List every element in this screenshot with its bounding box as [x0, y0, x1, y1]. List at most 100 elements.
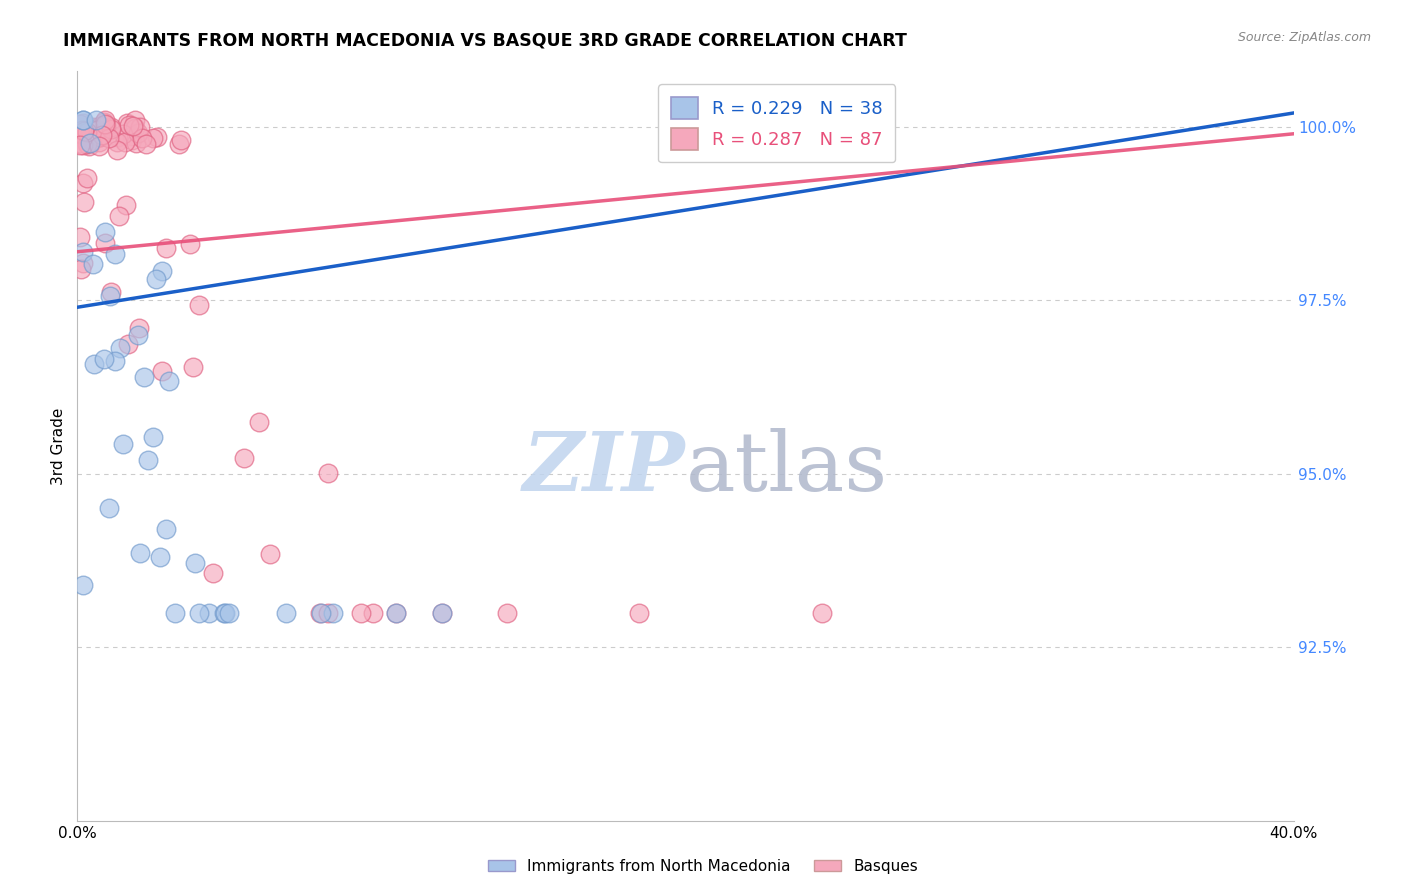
Point	[82, 123, 104, 137]
Point	[90, 128, 112, 143]
Point	[69, 229, 91, 244]
Point	[73, 123, 96, 137]
Point	[145, 272, 167, 286]
Point	[218, 606, 240, 620]
Point	[232, 450, 254, 465]
Point	[811, 606, 834, 620]
Point	[179, 237, 201, 252]
Point	[69, 128, 91, 142]
Point	[100, 120, 122, 134]
Point	[94, 117, 117, 131]
Point	[104, 246, 127, 260]
Point	[627, 606, 650, 620]
Point	[105, 135, 128, 149]
Point	[94, 118, 117, 132]
Point	[76, 125, 98, 139]
Point	[316, 606, 339, 620]
Point	[118, 118, 141, 132]
Point	[322, 606, 344, 620]
Point	[187, 298, 209, 312]
Point	[169, 137, 191, 152]
Point	[69, 136, 91, 150]
Point	[155, 241, 177, 255]
Point	[184, 556, 207, 570]
Point	[69, 117, 91, 131]
Point	[259, 547, 281, 561]
Point	[124, 121, 146, 136]
Point	[94, 112, 117, 127]
Point	[86, 123, 108, 137]
Point	[100, 285, 122, 300]
Point	[82, 120, 104, 134]
Point	[128, 546, 150, 560]
Point	[73, 194, 96, 209]
Point	[131, 131, 153, 145]
Point	[83, 358, 105, 372]
Text: atlas: atlas	[686, 428, 887, 508]
Point	[79, 133, 101, 147]
Point	[93, 235, 115, 250]
Y-axis label: 3rd Grade: 3rd Grade	[51, 408, 66, 484]
Point	[430, 606, 453, 620]
Point	[117, 336, 139, 351]
Point	[72, 112, 94, 127]
Point	[495, 606, 517, 620]
Point	[90, 129, 112, 144]
Point	[108, 341, 131, 355]
Point	[69, 126, 91, 140]
Point	[308, 606, 330, 620]
Point	[72, 112, 94, 127]
Point	[94, 225, 117, 239]
Point	[385, 606, 408, 620]
Point	[122, 119, 145, 133]
Point	[72, 256, 94, 270]
Text: Source: ZipAtlas.com: Source: ZipAtlas.com	[1237, 31, 1371, 45]
Point	[198, 606, 221, 620]
Point	[112, 127, 135, 141]
Point	[127, 327, 149, 342]
Point	[72, 137, 94, 152]
Point	[384, 606, 406, 620]
Point	[201, 566, 224, 580]
Point	[181, 359, 204, 374]
Point	[316, 466, 339, 480]
Point	[107, 129, 129, 144]
Point	[70, 262, 93, 277]
Point	[163, 606, 186, 620]
Point	[129, 120, 152, 135]
Point	[104, 353, 127, 368]
Point	[121, 133, 143, 147]
Point	[115, 198, 138, 212]
Point	[84, 112, 107, 127]
Text: IMMIGRANTS FROM NORTH MACEDONIA VS BASQUE 3RD GRADE CORRELATION CHART: IMMIGRANTS FROM NORTH MACEDONIA VS BASQU…	[63, 31, 907, 49]
Text: ZIP: ZIP	[523, 428, 686, 508]
Point	[350, 606, 373, 620]
Point	[125, 136, 148, 150]
Point	[142, 131, 165, 145]
Point	[188, 606, 211, 620]
Legend: Immigrants from North Macedonia, Basques: Immigrants from North Macedonia, Basques	[482, 853, 924, 880]
Point	[430, 606, 453, 620]
Point	[135, 136, 157, 151]
Point	[72, 244, 94, 259]
Point	[214, 606, 236, 620]
Point	[134, 370, 156, 384]
Point	[146, 129, 169, 144]
Point	[80, 133, 103, 147]
Point	[89, 130, 111, 145]
Point	[155, 522, 177, 536]
Point	[361, 606, 384, 620]
Point	[114, 135, 136, 149]
Point	[72, 177, 94, 191]
Point	[309, 606, 332, 620]
Point	[142, 429, 165, 443]
Point	[93, 115, 115, 129]
Point	[73, 128, 96, 143]
Point	[72, 125, 94, 139]
Point	[87, 136, 110, 150]
Point	[93, 351, 115, 366]
Point	[69, 137, 91, 152]
Point	[100, 122, 122, 136]
Point	[76, 170, 98, 185]
Point	[124, 112, 146, 127]
